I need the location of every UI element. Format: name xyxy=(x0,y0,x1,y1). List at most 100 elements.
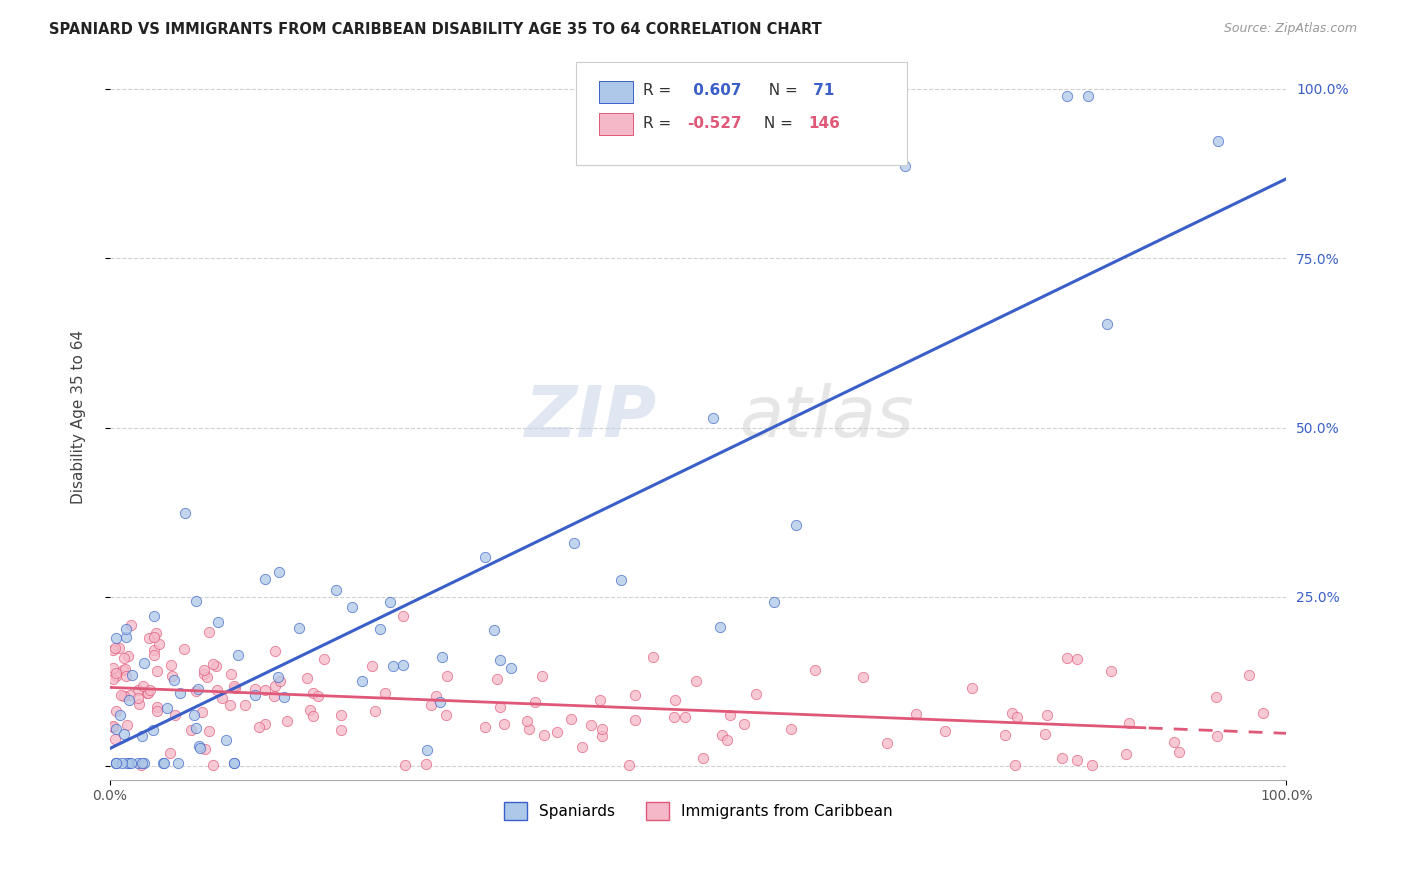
Point xyxy=(180,723,202,737)
Point xyxy=(173,642,195,657)
Point xyxy=(269,674,291,689)
Point xyxy=(263,644,285,658)
Point xyxy=(1095,317,1118,331)
Point xyxy=(233,698,256,712)
Point xyxy=(111,756,134,770)
Point xyxy=(197,723,219,738)
Point xyxy=(226,648,249,662)
Point xyxy=(780,722,803,736)
Point xyxy=(745,687,768,701)
Point xyxy=(436,668,458,682)
Text: SPANIARD VS IMMIGRANTS FROM CARIBBEAN DISABILITY AGE 35 TO 64 CORRELATION CHART: SPANIARD VS IMMIGRANTS FROM CARIBBEAN DI… xyxy=(49,22,823,37)
Text: N =: N = xyxy=(759,116,799,130)
Point xyxy=(103,720,125,734)
Point xyxy=(104,641,127,656)
Point xyxy=(273,690,295,705)
Point xyxy=(159,657,181,672)
Point xyxy=(591,723,613,737)
Point xyxy=(169,686,191,700)
Point xyxy=(184,594,207,608)
Point xyxy=(1001,706,1024,720)
Point xyxy=(112,663,135,677)
Point xyxy=(187,739,209,753)
Point xyxy=(876,736,898,750)
Point xyxy=(129,758,152,772)
Point xyxy=(360,659,382,673)
Point xyxy=(142,723,165,737)
Point xyxy=(1004,758,1026,772)
Point xyxy=(202,758,225,772)
Point xyxy=(120,756,142,770)
Point xyxy=(1056,650,1078,665)
Point xyxy=(302,686,325,700)
Point xyxy=(207,615,229,630)
Point xyxy=(254,683,277,698)
Point xyxy=(531,669,554,683)
Point xyxy=(103,661,125,675)
Point xyxy=(562,536,585,550)
Point xyxy=(193,666,215,681)
Point xyxy=(211,691,233,706)
Point xyxy=(617,758,640,772)
Point xyxy=(434,707,457,722)
Point xyxy=(851,670,873,684)
Point xyxy=(104,665,127,680)
Point xyxy=(516,714,538,728)
Point xyxy=(785,517,807,532)
Point xyxy=(546,725,568,739)
Point xyxy=(173,506,195,520)
Point xyxy=(224,681,246,695)
Point xyxy=(104,756,127,770)
Point xyxy=(115,718,138,732)
Point xyxy=(1066,753,1088,767)
Point xyxy=(474,550,496,565)
Point xyxy=(425,689,447,703)
Point xyxy=(533,728,555,742)
Point xyxy=(486,673,509,687)
Point xyxy=(685,673,707,688)
Point xyxy=(222,756,245,770)
Point xyxy=(762,595,785,609)
Point xyxy=(524,694,547,708)
Point xyxy=(1077,88,1099,103)
Point xyxy=(188,740,211,755)
Point xyxy=(482,623,505,637)
Point xyxy=(166,756,188,770)
Text: 71: 71 xyxy=(808,84,835,98)
Point xyxy=(1163,735,1185,749)
Point xyxy=(128,697,150,711)
Point xyxy=(391,657,413,672)
Point xyxy=(307,689,329,703)
Point xyxy=(934,723,956,738)
Point xyxy=(153,756,176,770)
Point xyxy=(148,637,170,651)
Point xyxy=(117,648,139,663)
Point xyxy=(382,658,405,673)
Point xyxy=(118,756,141,770)
Point xyxy=(489,699,512,714)
Point xyxy=(117,756,139,770)
Point xyxy=(183,708,205,723)
Point xyxy=(1081,758,1104,772)
Point xyxy=(623,714,645,728)
Point xyxy=(127,683,149,698)
Point xyxy=(733,717,755,731)
Point xyxy=(245,681,267,696)
Point xyxy=(193,663,215,677)
Point xyxy=(297,671,319,685)
Point xyxy=(198,625,221,640)
Point xyxy=(163,673,186,687)
Point xyxy=(591,729,613,743)
Point xyxy=(222,756,245,770)
Point xyxy=(187,681,209,696)
Point xyxy=(222,679,245,693)
Point xyxy=(103,718,125,732)
Point xyxy=(104,631,127,645)
Text: ZIP: ZIP xyxy=(524,383,657,452)
Point xyxy=(709,620,731,634)
Point xyxy=(112,690,135,704)
Point xyxy=(1118,715,1140,730)
Point xyxy=(517,723,540,737)
Point xyxy=(104,732,127,747)
Point xyxy=(1099,664,1122,678)
